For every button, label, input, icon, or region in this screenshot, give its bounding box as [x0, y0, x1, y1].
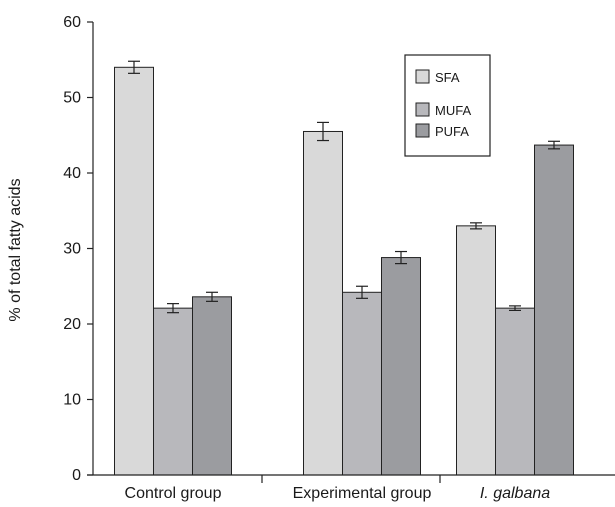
bar-sfa-1 — [114, 66, 154, 476]
legend-label-pufa: PUFA — [435, 124, 469, 139]
y-tick-label: 50 — [63, 90, 81, 107]
x-category-label: Experimental group — [293, 485, 432, 502]
y-tick-label: 0 — [72, 467, 81, 484]
y-tick-label: 20 — [63, 316, 81, 333]
x-category-label: I. galbana — [480, 485, 550, 502]
error-bar-mufa-3 — [509, 305, 521, 312]
error-bar-sfa-1 — [128, 60, 140, 74]
bar-pufa-2 — [381, 257, 421, 476]
legend-label-sfa: SFA — [435, 70, 460, 85]
bars-layer — [114, 66, 574, 476]
axes-layer: 0 10 20 30 40 50 60 Control group Experimental g… — [63, 14, 615, 502]
bar-sfa-3 — [456, 225, 496, 476]
error-bar-pufa-2 — [395, 250, 407, 265]
legend-label-mufa: MUFA — [435, 103, 471, 118]
error-bar-sfa-2 — [317, 121, 329, 142]
bar-pufa-3 — [534, 144, 574, 476]
y-tick-label: 60 — [63, 14, 81, 31]
bar-sfa-2 — [303, 130, 343, 476]
error-bar-mufa-1 — [167, 303, 179, 314]
legend-swatch-sfa — [415, 69, 430, 84]
x-category-label: Control group — [125, 485, 222, 502]
error-bar-mufa-2 — [356, 285, 368, 299]
y-tick-label: 10 — [63, 392, 81, 409]
y-tick-label: 30 — [63, 241, 81, 258]
error-bars-layer — [128, 60, 560, 314]
legend: SFA MUFA PUFA — [404, 54, 491, 157]
error-bar-sfa-3 — [470, 222, 482, 230]
bar-mufa-3 — [495, 307, 535, 476]
legend-swatch-pufa — [415, 123, 430, 138]
error-bar-pufa-3 — [548, 140, 560, 150]
y-axis-title: % of total fatty acids — [7, 178, 24, 321]
bar-pufa-1 — [192, 296, 232, 476]
error-bar-pufa-1 — [206, 291, 218, 302]
y-tick-label: 40 — [63, 165, 81, 182]
bar-mufa-1 — [153, 307, 193, 476]
legend-swatch-mufa — [415, 102, 430, 117]
bar-mufa-2 — [342, 291, 382, 476]
